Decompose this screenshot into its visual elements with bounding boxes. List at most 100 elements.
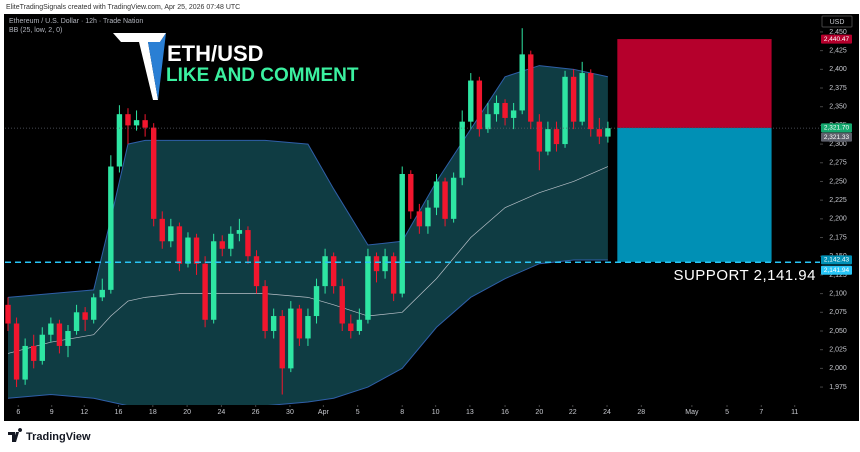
candle-body [305, 316, 311, 339]
candle-body [459, 121, 465, 178]
brand-name: TradingView [26, 431, 91, 443]
entry-badge-bg [821, 123, 852, 133]
y-tick-label: 2,025 [829, 347, 847, 354]
x-tick-label: May [685, 409, 699, 416]
candle-body [588, 73, 594, 130]
y-tick-label: 2,100 [829, 290, 847, 297]
brand-mark [8, 428, 23, 442]
candle-body [408, 173, 414, 212]
candle-body [262, 286, 268, 331]
candle-body [339, 286, 345, 324]
y-tick-label: 2,375 [829, 85, 847, 92]
candle-body [99, 289, 105, 298]
x-tick-label: 16 [501, 409, 509, 416]
candle-body [553, 129, 560, 145]
candle-body [373, 256, 380, 272]
candle-body [253, 256, 260, 287]
y-tick-label: 2,200 [829, 216, 847, 223]
y-tick-label: 2,175 [829, 234, 847, 241]
candle-body [279, 316, 285, 369]
y-tick-label: 2,050 [829, 328, 847, 335]
candle-body [219, 241, 225, 249]
candle-body [605, 128, 611, 137]
candle-body [125, 114, 131, 126]
candle-body [510, 110, 517, 118]
brand-logo: TradingView [8, 428, 91, 443]
candle-body [48, 323, 54, 335]
candle-body [450, 177, 457, 219]
candle-body [416, 211, 423, 227]
candle-body [313, 286, 320, 317]
position-target-zone [617, 127, 772, 262]
y-tick-label: 2,250 [829, 178, 847, 185]
candle-body [485, 114, 491, 130]
candle-body [150, 127, 157, 219]
indicator-label: BB (25, low, 2, 0) [9, 27, 62, 34]
candle-body [476, 80, 483, 130]
support-badge: 2,141.94 [824, 267, 850, 274]
candle-body [236, 230, 243, 234]
x-tick-label: 20 [183, 409, 191, 416]
x-tick-label: 12 [80, 409, 88, 416]
source-note: EliteTradingSignals created with Trading… [6, 4, 240, 11]
y-tick-label: 2,000 [829, 365, 847, 372]
entry-badge: 2,321.70 [824, 125, 850, 132]
x-tick-label: 22 [569, 409, 577, 416]
overlay: SUPPORT 2,141.94 [5, 39, 820, 284]
candle-body [330, 256, 337, 287]
x-tick-label: 7 [759, 409, 763, 416]
candle-body [22, 345, 28, 380]
x-tick-label: 8 [400, 409, 404, 416]
y-tick-label: 2,275 [829, 160, 847, 167]
candle-body [545, 129, 551, 152]
stop-badge-bg [821, 34, 852, 44]
logo [113, 33, 166, 100]
candle-body [65, 330, 71, 346]
y-tick-label: 2,075 [829, 309, 847, 316]
candle-body [245, 230, 251, 257]
candle-body [56, 323, 63, 346]
x-tick-label: 26 [252, 409, 260, 416]
candle-body [13, 323, 20, 380]
y-tick-label: 2,125 [829, 272, 847, 279]
y-tick-label: 2,300 [829, 141, 847, 148]
x-tick-label: 28 [637, 409, 645, 416]
candle-body [5, 304, 11, 324]
candle-body [133, 120, 140, 126]
band-lower [7, 259, 608, 405]
candle-body [365, 256, 371, 320]
candle-body [425, 207, 431, 227]
x-tick-label: 5 [356, 409, 360, 416]
candle-body [73, 312, 80, 331]
candle-body [31, 345, 37, 361]
candle-body [322, 256, 328, 287]
candle-body [210, 241, 217, 320]
candle-body [270, 316, 277, 331]
x-tick-label: 18 [149, 409, 157, 416]
chart-title: ETH/USD [167, 41, 264, 66]
candle-body [288, 308, 294, 369]
position-stop-zone [617, 39, 772, 128]
y-tick-label: 2,450 [829, 29, 847, 36]
band-fill [7, 65, 608, 405]
last-price-badge-bg [821, 132, 852, 142]
candle-body [82, 312, 88, 320]
candle-body [399, 173, 405, 294]
y-tick-label: 1,975 [829, 384, 847, 391]
symbol-label: Ethereum / U.S. Dollar · 12h · Trade Nat… [9, 18, 143, 25]
logo-shape [113, 33, 166, 100]
x-tick-label: 5 [725, 409, 729, 416]
candle-body [176, 226, 183, 264]
candle-body [348, 323, 354, 331]
chart-subtitle: LIKE AND COMMENT [166, 65, 359, 86]
candle-body [142, 120, 148, 128]
y-tick-label: 2,400 [829, 66, 847, 73]
x-tick-label: 24 [217, 409, 225, 416]
currency-box [821, 15, 853, 28]
support-badge-bg [821, 265, 852, 275]
candle-body [108, 166, 114, 290]
x-tick-label: 20 [535, 409, 543, 416]
x-tick-label: 13 [466, 409, 474, 416]
candle-body [382, 256, 388, 272]
